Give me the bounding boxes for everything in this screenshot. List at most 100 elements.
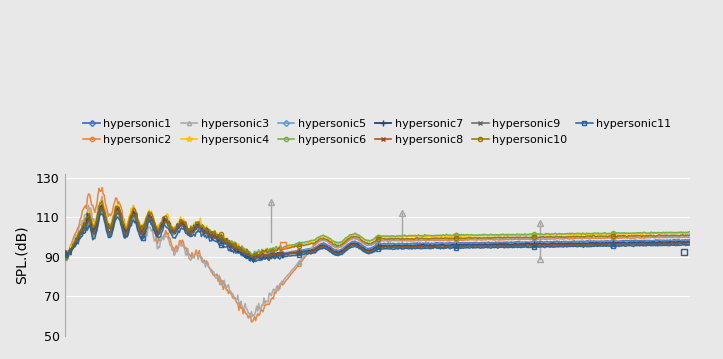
hypersonic8 [685, 241, 694, 245]
hypersonic3 [533, 236, 542, 241]
hypersonic1 [480, 241, 489, 245]
hypersonic9 [685, 242, 694, 246]
hypersonic8 [533, 243, 542, 247]
hypersonic4 [346, 234, 354, 239]
hypersonic11 [480, 246, 489, 250]
hypersonic7 [98, 203, 106, 207]
hypersonic2 [685, 235, 694, 239]
hypersonic11 [172, 234, 181, 238]
hypersonic6 [480, 233, 489, 237]
Line: hypersonic4: hypersonic4 [61, 197, 693, 260]
hypersonic6 [533, 232, 542, 236]
hypersonic9 [97, 205, 106, 210]
hypersonic2 [222, 288, 231, 292]
hypersonic7 [533, 242, 542, 246]
hypersonic9 [431, 245, 440, 249]
Y-axis label: SPL.(dB): SPL.(dB) [15, 225, 29, 284]
hypersonic4 [248, 255, 257, 260]
hypersonic8 [60, 250, 69, 255]
hypersonic1 [533, 240, 542, 244]
hypersonic2 [247, 320, 256, 324]
hypersonic4 [431, 234, 440, 239]
hypersonic1 [172, 227, 181, 232]
hypersonic11 [533, 245, 542, 249]
hypersonic9 [252, 257, 260, 261]
hypersonic10 [222, 240, 231, 244]
hypersonic9 [346, 246, 354, 250]
hypersonic6 [60, 254, 69, 258]
hypersonic3 [98, 195, 106, 199]
hypersonic7 [60, 251, 69, 256]
hypersonic10 [344, 237, 353, 241]
hypersonic1 [248, 259, 257, 263]
hypersonic3 [431, 237, 440, 241]
hypersonic2 [172, 243, 181, 248]
hypersonic10 [172, 225, 181, 229]
hypersonic8 [97, 205, 106, 210]
hypersonic6 [98, 208, 106, 212]
hypersonic7 [431, 243, 440, 248]
hypersonic10 [685, 233, 694, 237]
hypersonic8 [431, 244, 440, 249]
hypersonic2 [98, 185, 106, 190]
hypersonic3 [246, 316, 254, 321]
hypersonic6 [431, 233, 440, 238]
hypersonic5 [685, 239, 694, 243]
hypersonic4 [97, 198, 106, 202]
hypersonic6 [173, 227, 181, 231]
hypersonic3 [346, 237, 354, 242]
hypersonic11 [60, 252, 69, 257]
hypersonic4 [480, 234, 489, 238]
Line: hypersonic10: hypersonic10 [62, 199, 692, 260]
hypersonic3 [172, 247, 181, 251]
hypersonic7 [480, 242, 489, 247]
hypersonic5 [97, 207, 106, 211]
hypersonic5 [60, 255, 69, 259]
hypersonic2 [480, 238, 489, 242]
hypersonic4 [533, 233, 542, 237]
hypersonic7 [685, 240, 694, 244]
Line: hypersonic5: hypersonic5 [62, 207, 692, 262]
hypersonic3 [60, 256, 69, 260]
hypersonic1 [222, 242, 231, 246]
hypersonic7 [222, 237, 231, 241]
hypersonic9 [480, 244, 489, 248]
hypersonic4 [685, 231, 694, 236]
hypersonic6 [685, 229, 694, 234]
hypersonic1 [431, 241, 440, 245]
hypersonic10 [98, 199, 106, 203]
hypersonic5 [222, 241, 231, 246]
hypersonic2 [431, 238, 440, 243]
hypersonic10 [479, 236, 487, 240]
hypersonic3 [222, 284, 231, 289]
hypersonic1 [346, 241, 354, 246]
hypersonic1 [98, 204, 106, 208]
hypersonic5 [246, 258, 254, 262]
hypersonic11 [346, 246, 354, 251]
hypersonic10 [429, 236, 438, 240]
hypersonic9 [222, 241, 231, 245]
hypersonic6 [64, 255, 72, 259]
hypersonic5 [172, 229, 181, 234]
hypersonic1 [685, 238, 694, 242]
hypersonic5 [346, 242, 354, 246]
hypersonic9 [533, 244, 542, 248]
hypersonic2 [60, 251, 69, 255]
Legend: hypersonic1, hypersonic2, hypersonic3, hypersonic4, hypersonic5, hypersonic6, hy: hypersonic1, hypersonic2, hypersonic3, h… [79, 115, 675, 149]
hypersonic5 [480, 242, 489, 246]
hypersonic11 [252, 259, 260, 264]
hypersonic8 [480, 243, 489, 248]
hypersonic9 [60, 253, 69, 257]
hypersonic10 [532, 235, 541, 239]
hypersonic3 [480, 237, 489, 241]
hypersonic8 [172, 228, 181, 233]
hypersonic8 [222, 241, 231, 245]
hypersonic4 [172, 225, 181, 229]
hypersonic5 [533, 241, 542, 245]
hypersonic8 [252, 257, 260, 261]
hypersonic4 [60, 254, 69, 258]
hypersonic7 [346, 243, 354, 247]
hypersonic11 [685, 243, 694, 247]
Line: hypersonic6: hypersonic6 [62, 208, 692, 259]
hypersonic11 [98, 211, 106, 216]
